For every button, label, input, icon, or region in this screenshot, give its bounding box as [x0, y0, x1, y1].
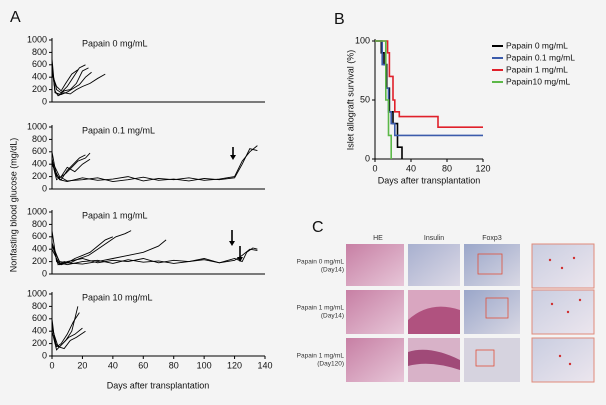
x-tick-label: 0 — [49, 360, 54, 370]
column-header: Foxp3 — [482, 235, 502, 242]
x-tick-label: 80 — [442, 163, 452, 173]
glucose-curve — [51, 327, 86, 350]
row-label: Papain 1 mg/mL — [297, 353, 345, 360]
glucose-curve — [51, 230, 114, 266]
survival-curve — [375, 40, 392, 159]
y-tick-label: 600 — [32, 59, 47, 69]
y-tick-label: 1000 — [27, 288, 47, 298]
row-label: (Day120) — [317, 361, 344, 368]
y-tick-label: 400 — [32, 159, 47, 169]
survival-curve — [375, 40, 483, 128]
x-tick-label: 40 — [406, 163, 416, 173]
y-tick-label: 400 — [32, 72, 47, 82]
x-tick-label: 120 — [475, 163, 490, 173]
glucose-curve — [51, 230, 132, 266]
annotation: Papain 0.1 mg/mL — [82, 125, 155, 135]
arrow-head — [230, 155, 236, 160]
y-tick-label: 200 — [32, 338, 47, 348]
glucose-curve — [51, 248, 258, 266]
y-tick-label: 0 — [42, 96, 47, 106]
y-tick-label: 200 — [32, 171, 47, 181]
legend-label: Papain 0 mg/mL — [506, 40, 568, 50]
x-tick-label: 100 — [197, 360, 212, 370]
x-tick-label: 80 — [169, 360, 179, 370]
survival-curve — [375, 40, 483, 137]
y-tick-label: 800 — [32, 301, 47, 311]
panel-label: B — [334, 11, 345, 28]
glucose-curve — [51, 158, 91, 181]
legend-label: Papain 0.1 mg/mL — [506, 52, 575, 62]
y-tick-label: 600 — [32, 313, 47, 323]
x-axis-label: Days after transplantation — [378, 175, 481, 185]
y-tick-label: 50 — [360, 94, 370, 104]
row-label: (Day14) — [321, 313, 344, 320]
y-tick-label: 800 — [32, 219, 47, 229]
y-tick-label: 1000 — [27, 121, 47, 131]
y-tick-label: 200 — [32, 84, 47, 94]
y-tick-label: 400 — [32, 244, 47, 254]
y-tick-label: 0 — [42, 183, 47, 193]
x-tick-label: 140 — [257, 360, 272, 370]
column-header: HE — [373, 235, 383, 242]
x-tick-label: 20 — [77, 360, 87, 370]
legend-label: Papain 1 mg/mL — [506, 64, 568, 74]
column-header: Insulin — [424, 235, 444, 242]
y-tick-label: 1000 — [27, 206, 47, 216]
x-tick-label: 0 — [372, 163, 377, 173]
annotation: Papain 10 mg/mL — [82, 292, 153, 302]
glucose-curve — [51, 58, 92, 96]
arrow-head — [237, 257, 243, 262]
y-tick-label: 100 — [355, 35, 370, 45]
glucose-curve — [51, 239, 167, 265]
row-label: Papain 0 mg/mL — [297, 259, 345, 266]
y-tick-label: 600 — [32, 146, 47, 156]
y-tick-label: 1000 — [27, 34, 47, 44]
x-tick-label: 120 — [227, 360, 242, 370]
glucose-curve — [51, 148, 258, 183]
panel-label: A — [10, 9, 21, 26]
arrow-head — [229, 241, 235, 246]
y-tick-label: 800 — [32, 47, 47, 57]
panel-label: C — [312, 219, 324, 236]
x-axis-label: Days after transplantation — [107, 380, 210, 390]
glucose-curve — [51, 242, 258, 266]
y-tick-label: 0 — [365, 153, 370, 163]
x-tick-label: 60 — [138, 360, 148, 370]
y-axis-label: Nonfasting blood glucose (mg/dL) — [8, 138, 18, 273]
y-tick-label: 600 — [32, 231, 47, 241]
y-axis-label: Islet allograft survival (%) — [345, 50, 355, 151]
y-tick-label: 200 — [32, 256, 47, 266]
glucose-curve — [51, 152, 91, 179]
glucose-curve — [51, 327, 83, 351]
annotation: Papain 1 mg/mL — [82, 210, 148, 220]
glucose-curve — [51, 64, 86, 94]
glucose-curve — [51, 151, 86, 181]
legend-label: Papain10 mg/mL — [506, 76, 571, 86]
y-tick-label: 400 — [32, 326, 47, 336]
row-label: (Day14) — [321, 267, 344, 274]
y-tick-label: 0 — [42, 268, 47, 278]
y-tick-label: 0 — [42, 350, 47, 360]
glucose-curve — [51, 69, 79, 92]
row-label: Papain 1 mg/mL — [297, 305, 345, 312]
x-tick-label: 40 — [108, 360, 118, 370]
annotation: Papain 0 mg/mL — [82, 38, 148, 48]
glucose-curve — [51, 145, 258, 183]
y-tick-label: 800 — [32, 134, 47, 144]
histology-images — [346, 243, 595, 383]
